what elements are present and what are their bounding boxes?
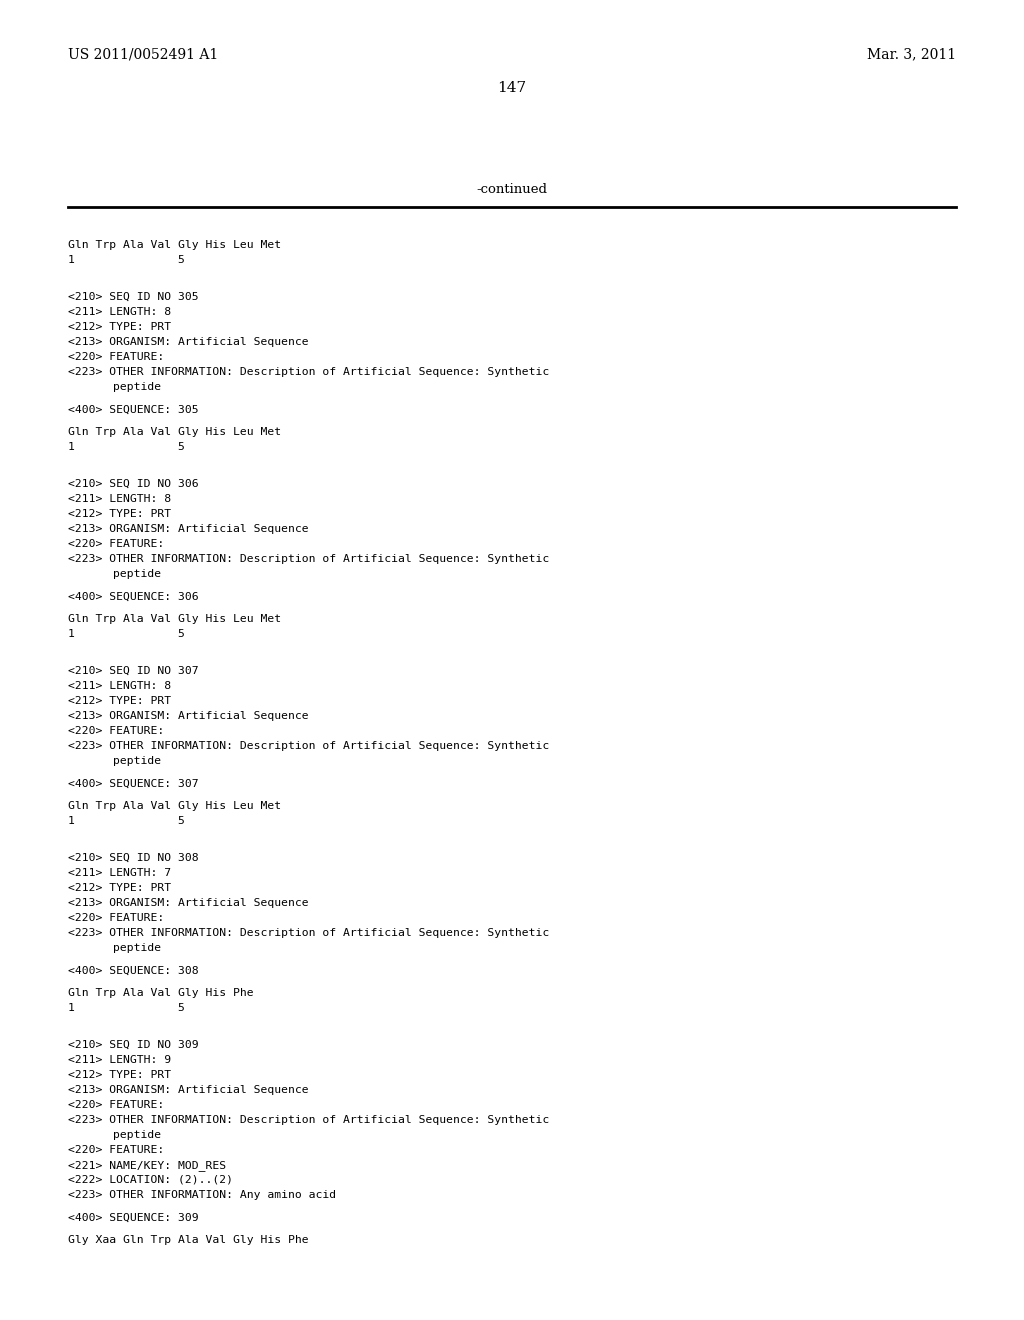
Text: <400> SEQUENCE: 307: <400> SEQUENCE: 307: [68, 779, 199, 789]
Text: <220> FEATURE:: <220> FEATURE:: [68, 913, 164, 923]
Text: <223> OTHER INFORMATION: Description of Artificial Sequence: Synthetic: <223> OTHER INFORMATION: Description of …: [68, 554, 549, 564]
Text: peptide: peptide: [113, 569, 161, 579]
Text: <211> LENGTH: 8: <211> LENGTH: 8: [68, 308, 171, 317]
Text: Gln Trp Ala Val Gly His Leu Met: Gln Trp Ala Val Gly His Leu Met: [68, 426, 282, 437]
Text: peptide: peptide: [113, 756, 161, 766]
Text: <211> LENGTH: 9: <211> LENGTH: 9: [68, 1055, 171, 1065]
Text: <220> FEATURE:: <220> FEATURE:: [68, 352, 164, 362]
Text: 1               5: 1 5: [68, 442, 185, 451]
Text: <400> SEQUENCE: 309: <400> SEQUENCE: 309: [68, 1213, 199, 1224]
Text: peptide: peptide: [113, 1130, 161, 1140]
Text: 1               5: 1 5: [68, 1003, 185, 1012]
Text: <220> FEATURE:: <220> FEATURE:: [68, 1144, 164, 1155]
Text: 147: 147: [498, 81, 526, 95]
Text: <223> OTHER INFORMATION: Description of Artificial Sequence: Synthetic: <223> OTHER INFORMATION: Description of …: [68, 367, 549, 378]
Text: <212> TYPE: PRT: <212> TYPE: PRT: [68, 1071, 171, 1080]
Text: <212> TYPE: PRT: <212> TYPE: PRT: [68, 510, 171, 519]
Text: <213> ORGANISM: Artificial Sequence: <213> ORGANISM: Artificial Sequence: [68, 524, 308, 535]
Text: <222> LOCATION: (2)..(2): <222> LOCATION: (2)..(2): [68, 1175, 233, 1185]
Text: <212> TYPE: PRT: <212> TYPE: PRT: [68, 883, 171, 894]
Text: <210> SEQ ID NO 306: <210> SEQ ID NO 306: [68, 479, 199, 488]
Text: peptide: peptide: [113, 942, 161, 953]
Text: <211> LENGTH: 8: <211> LENGTH: 8: [68, 681, 171, 690]
Text: 1               5: 1 5: [68, 816, 185, 826]
Text: <400> SEQUENCE: 308: <400> SEQUENCE: 308: [68, 966, 199, 975]
Text: Gly Xaa Gln Trp Ala Val Gly His Phe: Gly Xaa Gln Trp Ala Val Gly His Phe: [68, 1236, 308, 1245]
Text: <212> TYPE: PRT: <212> TYPE: PRT: [68, 322, 171, 333]
Text: <223> OTHER INFORMATION: Any amino acid: <223> OTHER INFORMATION: Any amino acid: [68, 1191, 336, 1200]
Text: <213> ORGANISM: Artificial Sequence: <213> ORGANISM: Artificial Sequence: [68, 1085, 308, 1096]
Text: <223> OTHER INFORMATION: Description of Artificial Sequence: Synthetic: <223> OTHER INFORMATION: Description of …: [68, 741, 549, 751]
Text: -continued: -continued: [476, 183, 548, 195]
Text: <210> SEQ ID NO 305: <210> SEQ ID NO 305: [68, 292, 199, 302]
Text: <210> SEQ ID NO 308: <210> SEQ ID NO 308: [68, 853, 199, 863]
Text: <210> SEQ ID NO 307: <210> SEQ ID NO 307: [68, 667, 199, 676]
Text: <221> NAME/KEY: MOD_RES: <221> NAME/KEY: MOD_RES: [68, 1160, 226, 1171]
Text: <220> FEATURE:: <220> FEATURE:: [68, 539, 164, 549]
Text: <400> SEQUENCE: 305: <400> SEQUENCE: 305: [68, 405, 199, 414]
Text: <213> ORGANISM: Artificial Sequence: <213> ORGANISM: Artificial Sequence: [68, 337, 308, 347]
Text: Mar. 3, 2011: Mar. 3, 2011: [867, 48, 956, 61]
Text: <210> SEQ ID NO 309: <210> SEQ ID NO 309: [68, 1040, 199, 1049]
Text: <213> ORGANISM: Artificial Sequence: <213> ORGANISM: Artificial Sequence: [68, 898, 308, 908]
Text: <213> ORGANISM: Artificial Sequence: <213> ORGANISM: Artificial Sequence: [68, 711, 308, 721]
Text: <220> FEATURE:: <220> FEATURE:: [68, 1100, 164, 1110]
Text: Gln Trp Ala Val Gly His Leu Met: Gln Trp Ala Val Gly His Leu Met: [68, 240, 282, 249]
Text: Gln Trp Ala Val Gly His Leu Met: Gln Trp Ala Val Gly His Leu Met: [68, 801, 282, 810]
Text: peptide: peptide: [113, 381, 161, 392]
Text: <223> OTHER INFORMATION: Description of Artificial Sequence: Synthetic: <223> OTHER INFORMATION: Description of …: [68, 1115, 549, 1125]
Text: <220> FEATURE:: <220> FEATURE:: [68, 726, 164, 737]
Text: <211> LENGTH: 8: <211> LENGTH: 8: [68, 494, 171, 504]
Text: <212> TYPE: PRT: <212> TYPE: PRT: [68, 696, 171, 706]
Text: 1               5: 1 5: [68, 630, 185, 639]
Text: <211> LENGTH: 7: <211> LENGTH: 7: [68, 869, 171, 878]
Text: <223> OTHER INFORMATION: Description of Artificial Sequence: Synthetic: <223> OTHER INFORMATION: Description of …: [68, 928, 549, 939]
Text: Gln Trp Ala Val Gly His Leu Met: Gln Trp Ala Val Gly His Leu Met: [68, 614, 282, 624]
Text: Gln Trp Ala Val Gly His Phe: Gln Trp Ala Val Gly His Phe: [68, 987, 254, 998]
Text: <400> SEQUENCE: 306: <400> SEQUENCE: 306: [68, 591, 199, 602]
Text: US 2011/0052491 A1: US 2011/0052491 A1: [68, 48, 218, 61]
Text: 1               5: 1 5: [68, 255, 185, 265]
